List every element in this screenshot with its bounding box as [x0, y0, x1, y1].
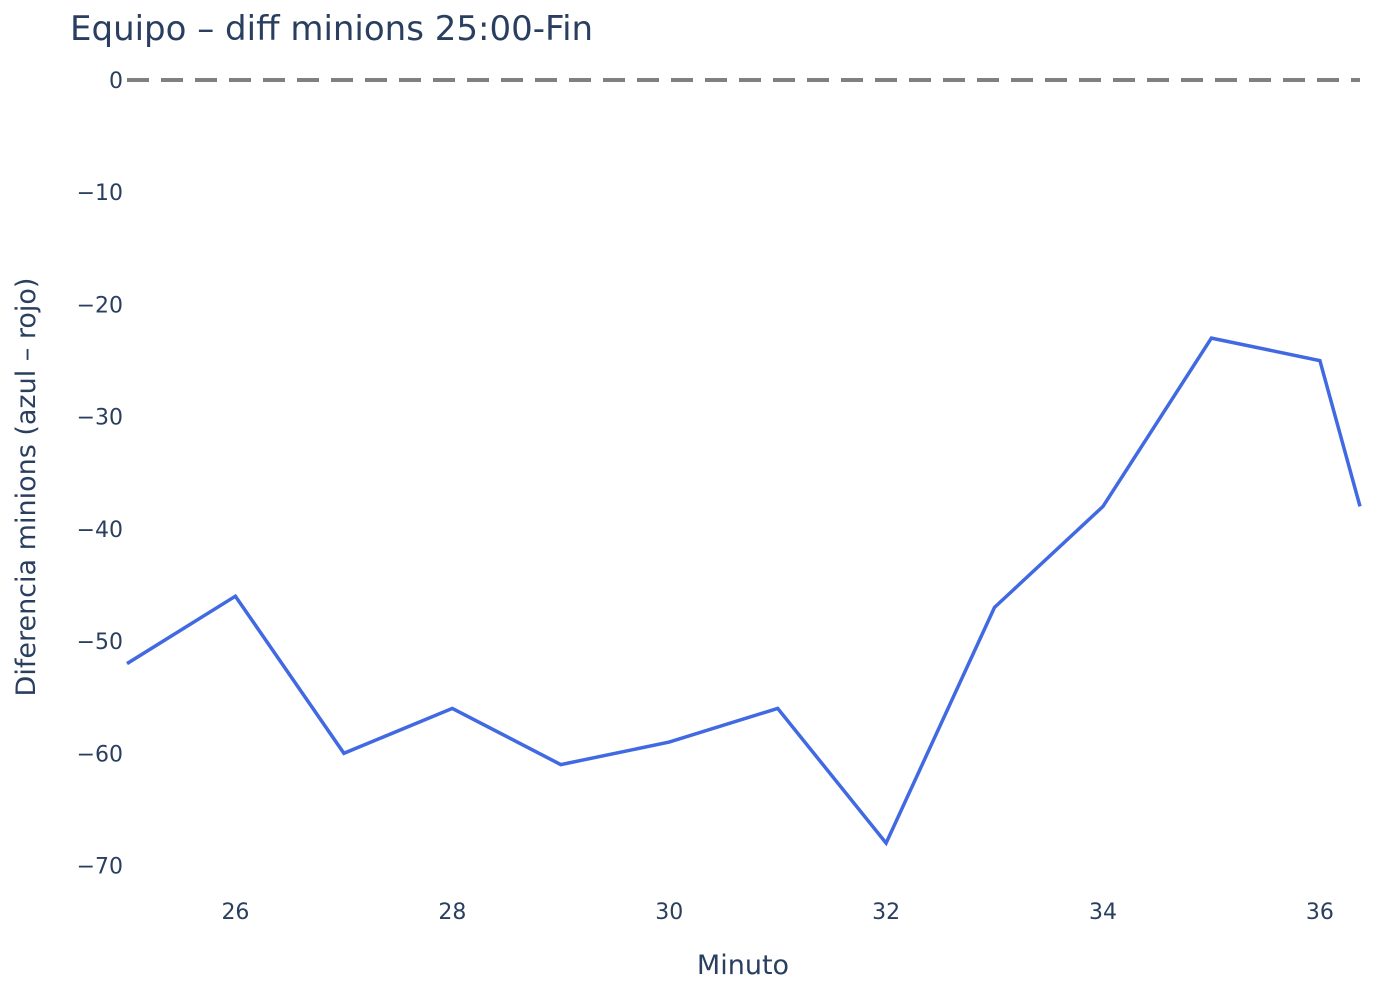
y-tick-label: −10: [77, 181, 123, 206]
x-tick-label: 34: [1089, 900, 1117, 925]
x-tick-label: 28: [438, 900, 466, 925]
y-axis-title: Diferencia minions (azul – rojo): [11, 278, 42, 697]
y-tick-label: 0: [109, 69, 123, 94]
x-tick-label: 30: [655, 900, 683, 925]
y-tick-label: −20: [77, 293, 123, 318]
y-tick-label: −30: [77, 406, 123, 431]
y-tick-label: −60: [77, 742, 123, 767]
x-tick-label: 36: [1306, 900, 1334, 925]
y-tick-label: −50: [77, 630, 123, 655]
plot-area: [126, 78, 1362, 847]
chart-title: Equipo – diff minions 25:00-Fin: [70, 9, 593, 49]
x-tick-label: 32: [872, 900, 900, 925]
x-tick-label: 26: [221, 900, 249, 925]
series-line-0: [126, 336, 1362, 847]
y-axis-ticks: 0 −10 −20 −30 −40 −50 −60 −70: [77, 69, 123, 880]
y-tick-label: −40: [77, 518, 123, 543]
x-axis-title: Minuto: [697, 950, 789, 981]
x-axis-ticks: 26 28 30 32 34 36: [221, 900, 1333, 925]
y-tick-label: −70: [77, 855, 123, 880]
